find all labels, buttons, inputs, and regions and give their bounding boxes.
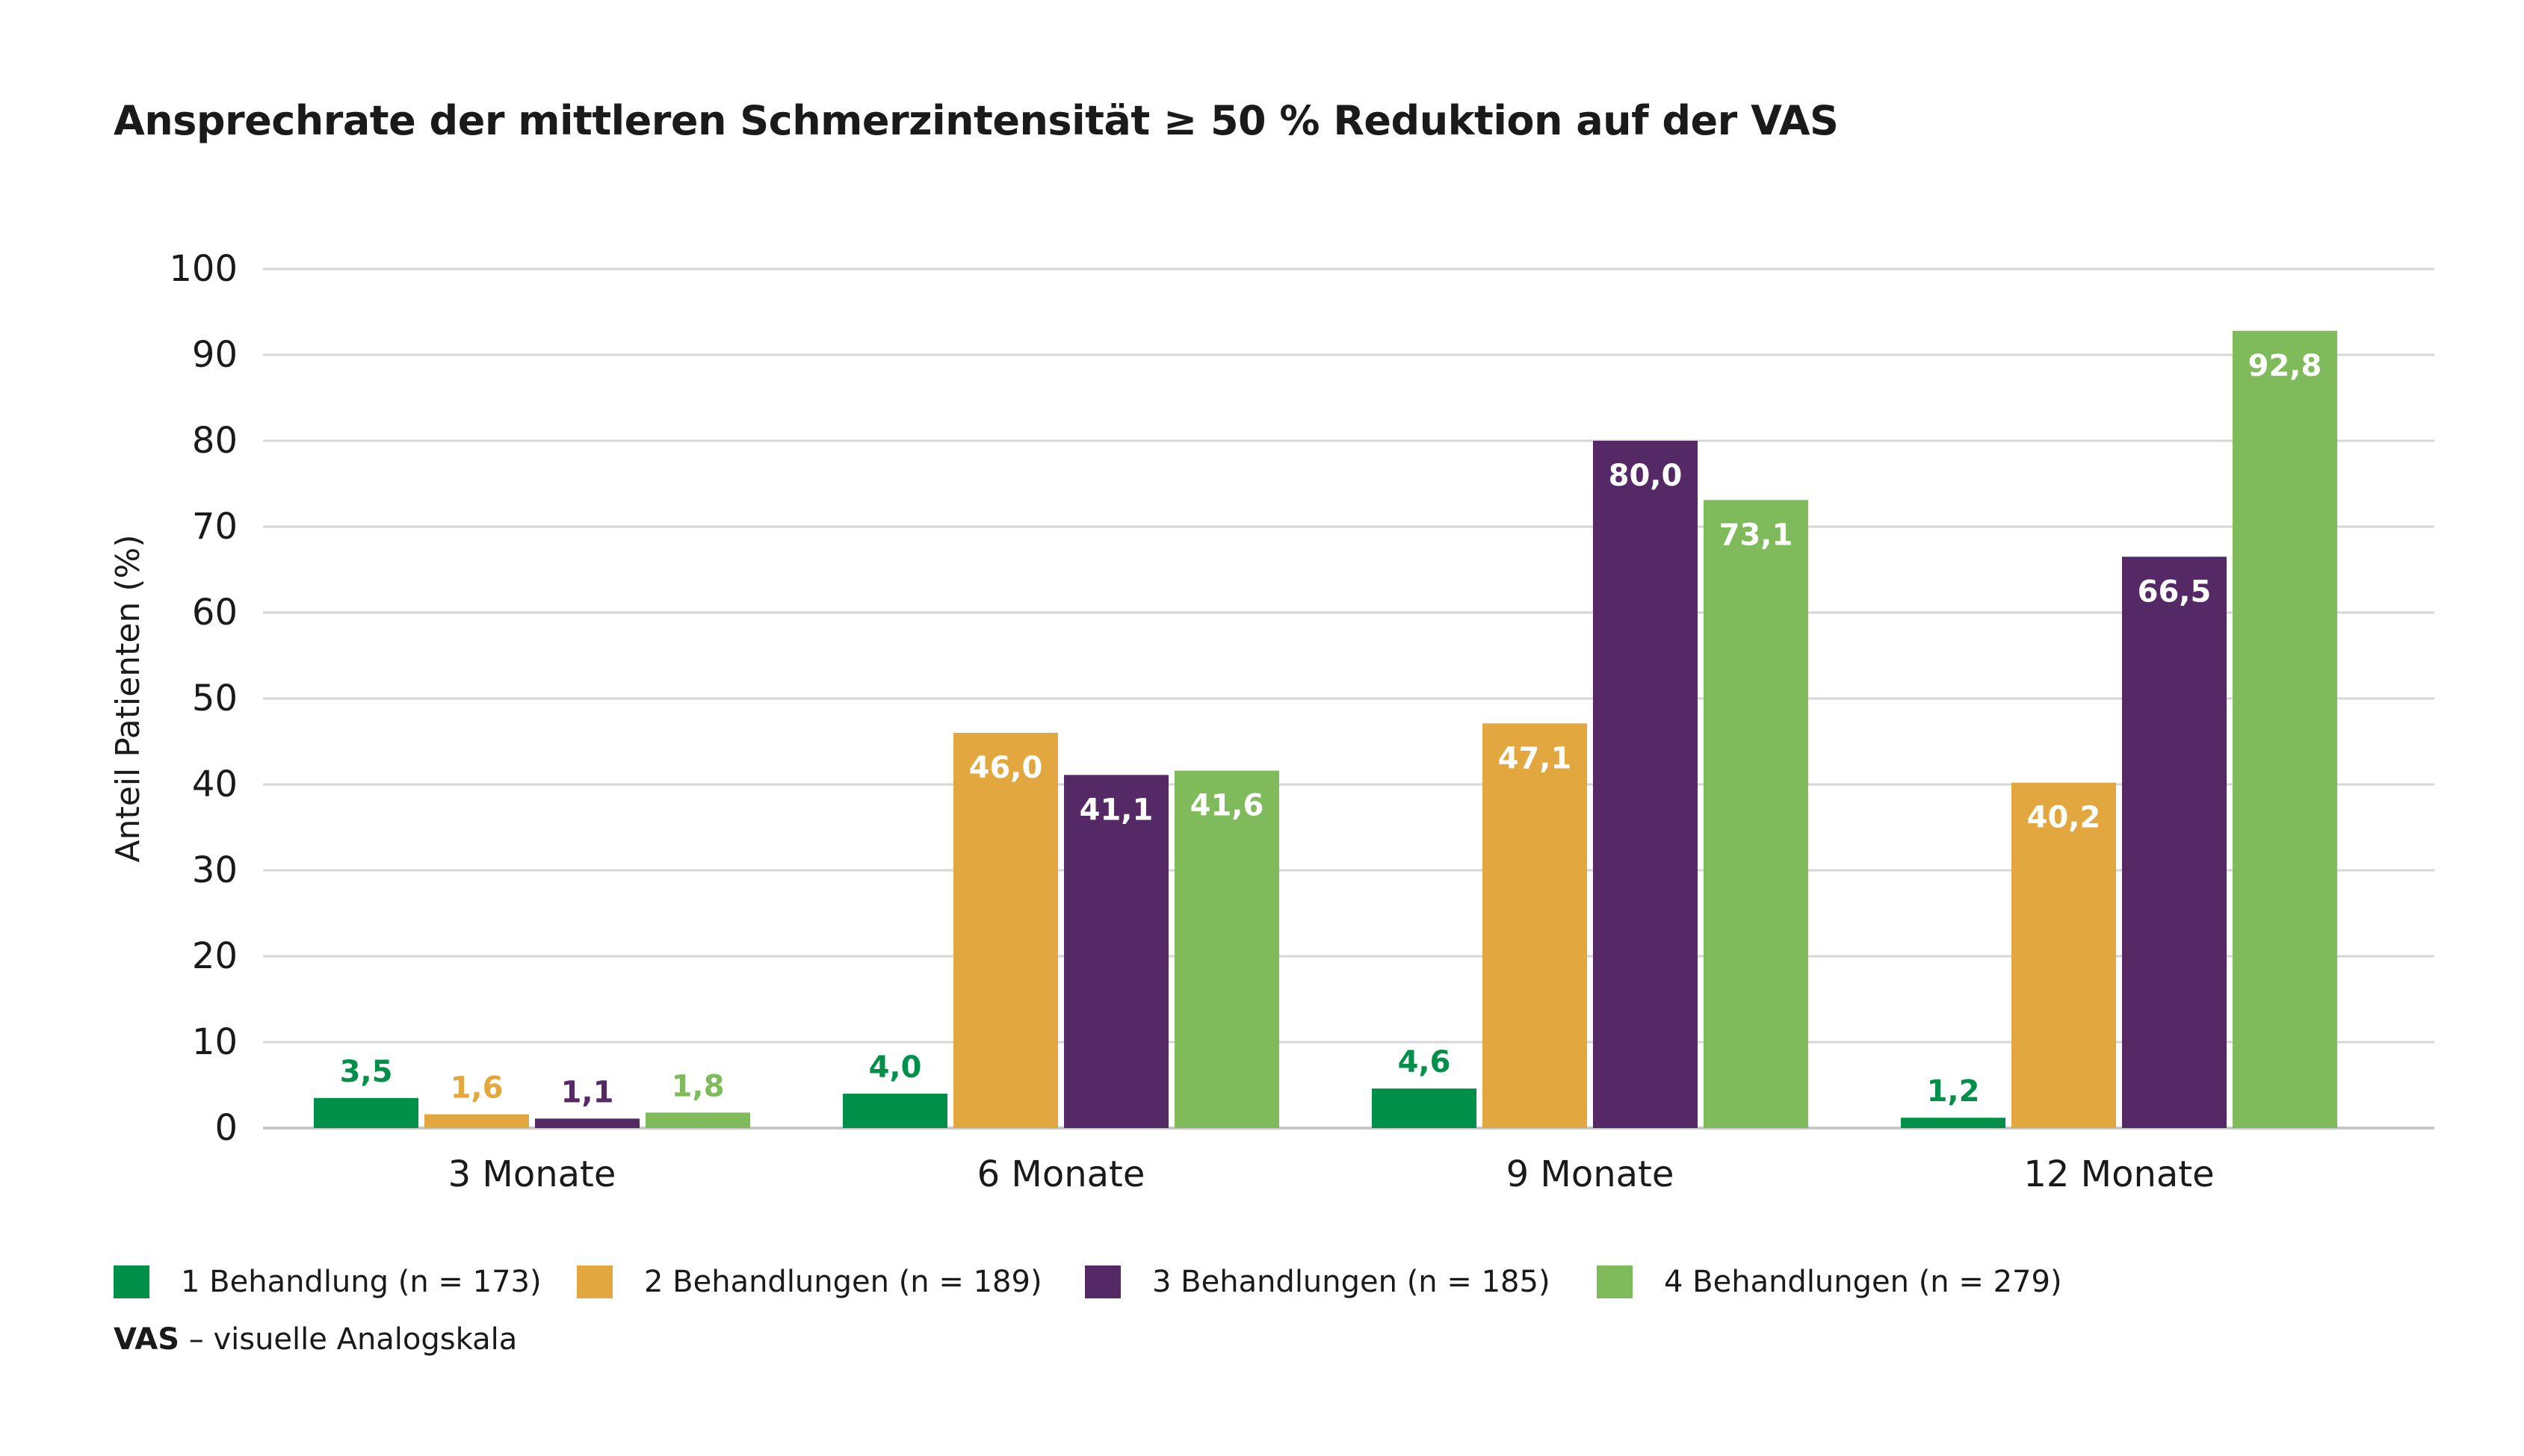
bar [1704, 500, 1808, 1128]
data-label: 66,5 [2138, 574, 2212, 609]
y-tick-label: 20 [192, 935, 238, 977]
bar [646, 1112, 750, 1128]
y-axis-label: Anteil Patienten (%) [109, 534, 147, 862]
footnote-text: – visuelle Analogskala [179, 1322, 518, 1357]
data-label: 1,2 [1927, 1074, 1980, 1109]
footnote: VAS – visuelle Analogskala [114, 1322, 517, 1357]
data-label: 1,8 [672, 1069, 725, 1103]
legend-swatch [577, 1266, 613, 1298]
data-label: 1,6 [451, 1071, 504, 1106]
y-tick-label: 40 [192, 763, 238, 805]
data-label: 4,0 [869, 1050, 922, 1085]
y-tick-label: 0 [214, 1107, 238, 1149]
data-label: 41,6 [1190, 789, 1264, 823]
bar-chart: 0 10 20 30 40 50 60 70 80 90 100 Anteil Patienten (… [109, 248, 2434, 1195]
bar [1901, 1118, 2005, 1128]
footnote-abbr: VAS [114, 1322, 180, 1357]
y-tick-label: 70 [192, 506, 238, 548]
data-label: 40,2 [2027, 801, 2101, 835]
data-label: 73,1 [1719, 518, 1793, 552]
legend-item: 1 Behandlung (n = 173) [114, 1260, 542, 1304]
legend-label: 1 Behandlung (n = 173) [181, 1265, 542, 1299]
y-tick-label: 100 [169, 248, 238, 290]
x-tick-label: 6 Monate [977, 1153, 1145, 1195]
x-tick-label: 9 Monate [1506, 1153, 1674, 1195]
bar [1372, 1088, 1476, 1128]
bar [953, 733, 1058, 1128]
legend-label: 4 Behandlungen (n = 279) [1664, 1265, 2062, 1299]
legend-swatch [114, 1266, 149, 1298]
bar [1482, 723, 1587, 1128]
legend-swatch [1597, 1266, 1633, 1298]
y-tick-label: 90 [192, 334, 238, 376]
bar [314, 1097, 418, 1128]
bar [1175, 770, 1279, 1128]
y-tick-label: 60 [192, 592, 238, 633]
data-label: 46,0 [969, 751, 1043, 785]
x-tick-label: 12 Monate [2023, 1153, 2214, 1195]
x-tick-label: 3 Monate [448, 1153, 616, 1195]
y-tick-label: 30 [192, 849, 238, 891]
data-label: 47,1 [1498, 741, 1572, 775]
legend-swatch [1085, 1266, 1121, 1298]
data-label: 80,0 [1609, 459, 1683, 493]
bar [1593, 441, 1698, 1128]
data-label: 3,5 [340, 1055, 393, 1089]
y-tick-label: 50 [192, 678, 238, 719]
data-label: 4,6 [1398, 1045, 1451, 1079]
bar [2011, 782, 2116, 1128]
legend-label: 2 Behandlungen (n = 189) [644, 1265, 1042, 1299]
y-tick-label: 10 [192, 1021, 238, 1063]
data-label: 92,8 [2248, 349, 2322, 383]
legend-item: 3 Behandlungen (n = 185) [1085, 1260, 1550, 1304]
legend-item: 4 Behandlungen (n = 279) [1597, 1260, 2062, 1304]
data-label: 41,1 [1080, 793, 1154, 827]
bar [1064, 775, 1169, 1128]
bar [843, 1094, 947, 1128]
y-tick-label: 80 [192, 420, 238, 462]
data-label: 1,1 [561, 1075, 614, 1109]
chart-title: Ansprechrate der mittleren Schmerzintens… [114, 97, 1839, 144]
bar [535, 1118, 640, 1128]
bar [424, 1114, 529, 1128]
bar [2122, 557, 2227, 1128]
bar [2233, 330, 2337, 1128]
legend: 1 Behandlung (n = 173) 2 Behandlungen (n … [114, 1260, 2430, 1304]
legend-item: 2 Behandlungen (n = 189) [577, 1260, 1042, 1304]
legend-label: 3 Behandlungen (n = 185) [1152, 1265, 1550, 1299]
